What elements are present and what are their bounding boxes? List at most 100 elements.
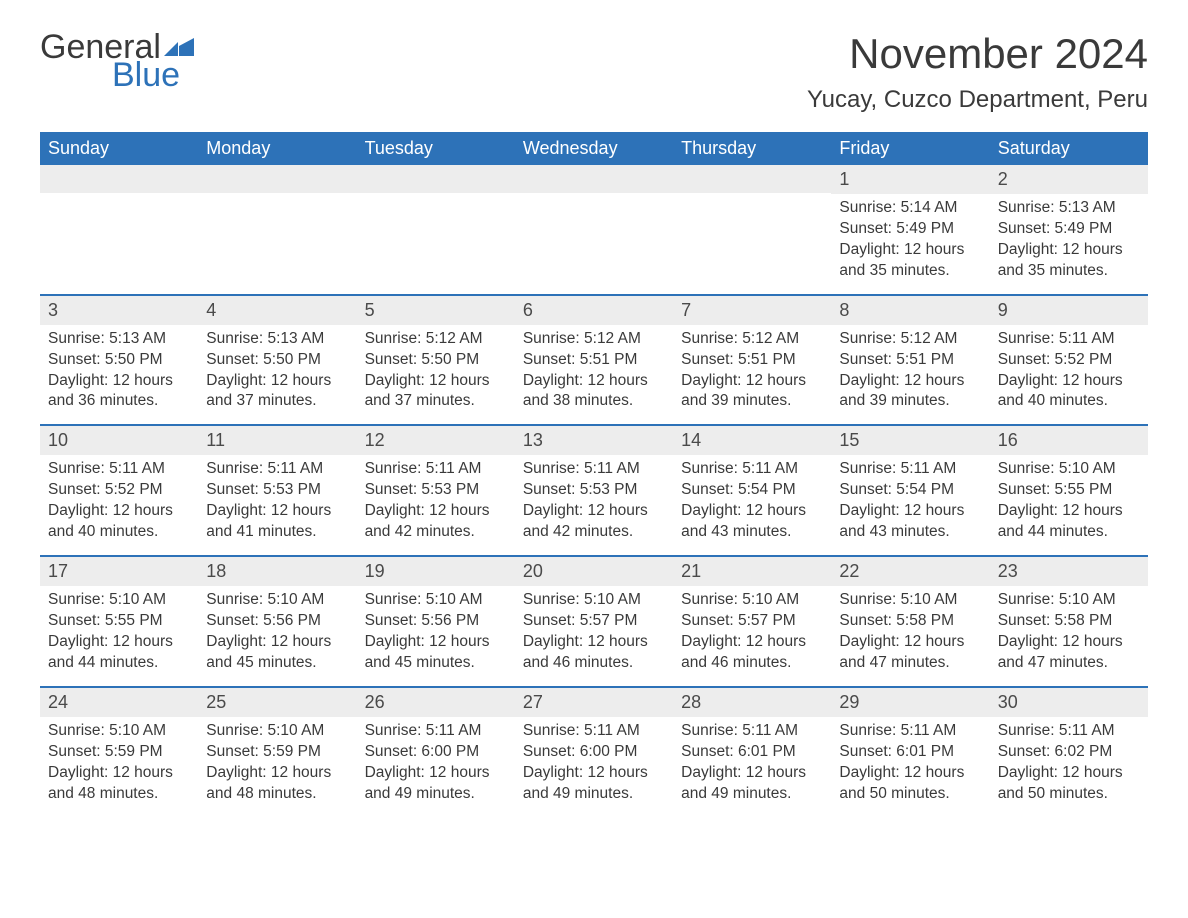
day-number: 8	[831, 296, 989, 325]
sunset-line: Sunset: 6:02 PM	[998, 742, 1140, 763]
dayheader-sunday: Sunday	[40, 132, 198, 165]
day-number: 1	[831, 165, 989, 194]
sunset-line: Sunset: 6:00 PM	[523, 742, 665, 763]
day-number	[515, 165, 673, 193]
day-number: 9	[990, 296, 1148, 325]
sunrise-line: Sunrise: 5:10 AM	[681, 590, 823, 611]
sunset-line: Sunset: 5:55 PM	[48, 611, 190, 632]
calendar-cell: 3Sunrise: 5:13 AMSunset: 5:50 PMDaylight…	[40, 296, 198, 425]
day-number: 24	[40, 688, 198, 717]
daylight-line: Daylight: 12 hours and 47 minutes.	[998, 632, 1140, 674]
sunset-line: Sunset: 5:57 PM	[523, 611, 665, 632]
month-title: November 2024	[807, 30, 1148, 78]
day-info: Sunrise: 5:13 AMSunset: 5:50 PMDaylight:…	[40, 325, 198, 425]
sunset-line: Sunset: 5:58 PM	[998, 611, 1140, 632]
dayheader-monday: Monday	[198, 132, 356, 165]
day-info: Sunrise: 5:11 AMSunset: 5:53 PMDaylight:…	[357, 455, 515, 555]
daylight-line: Daylight: 12 hours and 35 minutes.	[839, 240, 981, 282]
sunrise-line: Sunrise: 5:11 AM	[523, 721, 665, 742]
day-info: Sunrise: 5:11 AMSunset: 5:53 PMDaylight:…	[198, 455, 356, 555]
day-info: Sunrise: 5:11 AMSunset: 5:53 PMDaylight:…	[515, 455, 673, 555]
day-info: Sunrise: 5:11 AMSunset: 5:54 PMDaylight:…	[673, 455, 831, 555]
daylight-line: Daylight: 12 hours and 49 minutes.	[523, 763, 665, 805]
daylight-line: Daylight: 12 hours and 47 minutes.	[839, 632, 981, 674]
sunset-line: Sunset: 5:57 PM	[681, 611, 823, 632]
calendar-cell: 26Sunrise: 5:11 AMSunset: 6:00 PMDayligh…	[357, 688, 515, 817]
day-info: Sunrise: 5:11 AMSunset: 5:52 PMDaylight:…	[990, 325, 1148, 425]
sunrise-line: Sunrise: 5:10 AM	[365, 590, 507, 611]
sunrise-line: Sunrise: 5:10 AM	[839, 590, 981, 611]
day-info: Sunrise: 5:11 AMSunset: 6:01 PMDaylight:…	[673, 717, 831, 817]
daylight-line: Daylight: 12 hours and 42 minutes.	[365, 501, 507, 543]
daylight-line: Daylight: 12 hours and 42 minutes.	[523, 501, 665, 543]
dayheader-friday: Friday	[831, 132, 989, 165]
sunrise-line: Sunrise: 5:11 AM	[365, 459, 507, 480]
calendar-cell: 7Sunrise: 5:12 AMSunset: 5:51 PMDaylight…	[673, 296, 831, 425]
daylight-line: Daylight: 12 hours and 37 minutes.	[206, 371, 348, 413]
calendar-cell: 10Sunrise: 5:11 AMSunset: 5:52 PMDayligh…	[40, 426, 198, 555]
sunrise-line: Sunrise: 5:13 AM	[998, 198, 1140, 219]
week-row: 10Sunrise: 5:11 AMSunset: 5:52 PMDayligh…	[40, 424, 1148, 555]
calendar-cell: 11Sunrise: 5:11 AMSunset: 5:53 PMDayligh…	[198, 426, 356, 555]
day-info: Sunrise: 5:14 AMSunset: 5:49 PMDaylight:…	[831, 194, 989, 294]
sunrise-line: Sunrise: 5:13 AM	[48, 329, 190, 350]
calendar-cell	[357, 165, 515, 294]
calendar-cell: 12Sunrise: 5:11 AMSunset: 5:53 PMDayligh…	[357, 426, 515, 555]
day-number: 27	[515, 688, 673, 717]
sunset-line: Sunset: 5:52 PM	[48, 480, 190, 501]
sunset-line: Sunset: 5:53 PM	[523, 480, 665, 501]
day-number: 2	[990, 165, 1148, 194]
calendar-cell: 13Sunrise: 5:11 AMSunset: 5:53 PMDayligh…	[515, 426, 673, 555]
day-number: 18	[198, 557, 356, 586]
dayheader-tuesday: Tuesday	[357, 132, 515, 165]
sunset-line: Sunset: 5:59 PM	[206, 742, 348, 763]
sunset-line: Sunset: 5:52 PM	[998, 350, 1140, 371]
week-row: 24Sunrise: 5:10 AMSunset: 5:59 PMDayligh…	[40, 686, 1148, 817]
calendar-cell: 17Sunrise: 5:10 AMSunset: 5:55 PMDayligh…	[40, 557, 198, 686]
day-number	[40, 165, 198, 193]
calendar-cell: 23Sunrise: 5:10 AMSunset: 5:58 PMDayligh…	[990, 557, 1148, 686]
day-number: 20	[515, 557, 673, 586]
daylight-line: Daylight: 12 hours and 48 minutes.	[48, 763, 190, 805]
daylight-line: Daylight: 12 hours and 39 minutes.	[839, 371, 981, 413]
day-info: Sunrise: 5:11 AMSunset: 6:01 PMDaylight:…	[831, 717, 989, 817]
calendar-cell: 1Sunrise: 5:14 AMSunset: 5:49 PMDaylight…	[831, 165, 989, 294]
calendar-cell: 20Sunrise: 5:10 AMSunset: 5:57 PMDayligh…	[515, 557, 673, 686]
daylight-line: Daylight: 12 hours and 37 minutes.	[365, 371, 507, 413]
sunrise-line: Sunrise: 5:14 AM	[839, 198, 981, 219]
sunrise-line: Sunrise: 5:10 AM	[523, 590, 665, 611]
sunset-line: Sunset: 5:54 PM	[681, 480, 823, 501]
daylight-line: Daylight: 12 hours and 49 minutes.	[681, 763, 823, 805]
day-info: Sunrise: 5:12 AMSunset: 5:51 PMDaylight:…	[515, 325, 673, 425]
logo-text-blue: Blue	[112, 58, 194, 92]
calendar-cell: 30Sunrise: 5:11 AMSunset: 6:02 PMDayligh…	[990, 688, 1148, 817]
location: Yucay, Cuzco Department, Peru	[807, 86, 1148, 114]
day-number: 15	[831, 426, 989, 455]
daylight-line: Daylight: 12 hours and 46 minutes.	[523, 632, 665, 674]
day-info: Sunrise: 5:10 AMSunset: 5:55 PMDaylight:…	[990, 455, 1148, 555]
dayheader-saturday: Saturday	[990, 132, 1148, 165]
day-info: Sunrise: 5:11 AMSunset: 6:00 PMDaylight:…	[515, 717, 673, 817]
sunset-line: Sunset: 6:00 PM	[365, 742, 507, 763]
calendar-cell: 24Sunrise: 5:10 AMSunset: 5:59 PMDayligh…	[40, 688, 198, 817]
day-number: 26	[357, 688, 515, 717]
sunrise-line: Sunrise: 5:12 AM	[839, 329, 981, 350]
day-info: Sunrise: 5:10 AMSunset: 5:57 PMDaylight:…	[673, 586, 831, 686]
sunset-line: Sunset: 5:56 PM	[206, 611, 348, 632]
sunset-line: Sunset: 5:54 PM	[839, 480, 981, 501]
day-info: Sunrise: 5:12 AMSunset: 5:51 PMDaylight:…	[673, 325, 831, 425]
calendar-cell: 16Sunrise: 5:10 AMSunset: 5:55 PMDayligh…	[990, 426, 1148, 555]
day-info: Sunrise: 5:10 AMSunset: 5:56 PMDaylight:…	[357, 586, 515, 686]
daylight-line: Daylight: 12 hours and 45 minutes.	[365, 632, 507, 674]
week-row: 3Sunrise: 5:13 AMSunset: 5:50 PMDaylight…	[40, 294, 1148, 425]
sunrise-line: Sunrise: 5:11 AM	[48, 459, 190, 480]
calendar-cell: 25Sunrise: 5:10 AMSunset: 5:59 PMDayligh…	[198, 688, 356, 817]
sunset-line: Sunset: 5:49 PM	[998, 219, 1140, 240]
daylight-line: Daylight: 12 hours and 40 minutes.	[48, 501, 190, 543]
day-info: Sunrise: 5:10 AMSunset: 5:56 PMDaylight:…	[198, 586, 356, 686]
day-number	[357, 165, 515, 193]
day-number: 12	[357, 426, 515, 455]
daylight-line: Daylight: 12 hours and 44 minutes.	[998, 501, 1140, 543]
day-info: Sunrise: 5:10 AMSunset: 5:57 PMDaylight:…	[515, 586, 673, 686]
day-info: Sunrise: 5:12 AMSunset: 5:51 PMDaylight:…	[831, 325, 989, 425]
